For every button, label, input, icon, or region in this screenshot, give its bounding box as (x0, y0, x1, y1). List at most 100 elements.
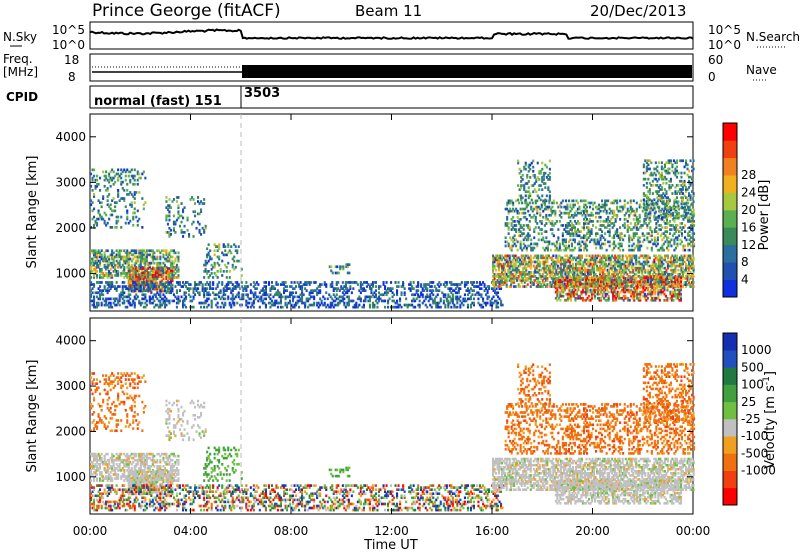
power-cell (182, 303, 185, 307)
power-cell (345, 263, 348, 266)
power-cell (564, 264, 567, 268)
power-cell (607, 290, 610, 294)
power-cell (584, 260, 587, 264)
power-cell (127, 269, 130, 272)
power-cell (141, 301, 144, 305)
power-cell (138, 277, 141, 281)
power-cell (544, 270, 547, 274)
power-cell (626, 264, 629, 268)
power-cell (105, 289, 108, 292)
power-cell (639, 254, 642, 258)
power-cell (234, 295, 237, 299)
station-title: Prince George (fitACF) (92, 1, 281, 21)
power-cell (496, 264, 499, 268)
power-cell (135, 277, 138, 281)
power-cell (551, 228, 554, 231)
power-cell (182, 285, 185, 288)
power-cell (674, 254, 677, 258)
power-cell (177, 281, 180, 284)
power-cell (115, 219, 118, 223)
power-cell (539, 211, 542, 215)
power-cell (185, 281, 188, 284)
power-cell (138, 217, 141, 221)
power-cell (215, 287, 218, 290)
power-cell (126, 261, 129, 265)
power-cell (231, 287, 234, 290)
power-cell (632, 283, 635, 286)
power-cell (435, 287, 438, 290)
power-cell (100, 257, 103, 261)
power-cell (106, 187, 109, 190)
power-cell (132, 182, 135, 186)
power-cell (516, 260, 519, 264)
power-cell (692, 268, 695, 272)
power-cell (165, 291, 168, 295)
power-cell (219, 267, 222, 271)
power-cell (106, 283, 109, 286)
power-cell (651, 266, 654, 270)
power-cell (166, 231, 169, 234)
power-cell (555, 260, 558, 264)
power-cell (127, 276, 130, 279)
power-cell (555, 268, 558, 272)
power-cell (272, 287, 275, 290)
power-cell (127, 272, 130, 275)
power-cell (135, 259, 138, 263)
power-cell (538, 264, 541, 268)
power-cell (276, 293, 279, 297)
power-cell (157, 299, 160, 303)
power-cell (540, 256, 543, 260)
power-cell (174, 257, 177, 261)
power-cell (93, 253, 96, 257)
power-cell (566, 296, 569, 300)
power-cell (568, 282, 571, 286)
power-cell (532, 281, 535, 284)
power-cell (296, 281, 299, 284)
power-cell (580, 276, 583, 279)
power-cell (653, 268, 656, 272)
power-cell (171, 279, 174, 283)
power-cell (567, 270, 570, 274)
power-cell (97, 265, 100, 269)
power-cell (526, 262, 529, 266)
power-cell (550, 272, 553, 276)
power-cell (310, 281, 313, 284)
power-cell (99, 289, 102, 292)
power-cell (448, 289, 451, 292)
power-cell (641, 285, 644, 288)
power-cell (608, 268, 611, 272)
power-cell (224, 245, 227, 248)
power-cell (200, 281, 203, 284)
power-cell (591, 266, 594, 270)
power-cell (91, 261, 94, 265)
power-cell (171, 249, 174, 253)
power-cell (130, 253, 133, 257)
power-cell (556, 264, 559, 268)
power-cell (624, 264, 627, 268)
power-cell (165, 281, 168, 284)
power-cell (429, 285, 432, 288)
power-cell (466, 289, 469, 292)
power-cell (533, 246, 536, 250)
power-cell (213, 261, 216, 265)
power-cell (206, 272, 209, 275)
power-cell (519, 262, 522, 266)
power-cell (103, 211, 106, 215)
power-cell (166, 279, 169, 283)
power-cell (224, 301, 227, 305)
power-cell (559, 280, 562, 284)
power-cell (168, 259, 171, 263)
power-cell (526, 277, 529, 280)
power-cell (565, 268, 568, 272)
power-cell (688, 262, 691, 266)
power-cell (139, 283, 142, 287)
power-cell (115, 287, 118, 290)
power-cell (498, 262, 501, 266)
power-cell (639, 285, 642, 288)
power-cell (650, 268, 653, 272)
power-cell (666, 264, 669, 268)
power-cell (621, 258, 624, 262)
power-cell (480, 305, 483, 309)
power-cell (591, 292, 594, 296)
power-cell (632, 262, 635, 266)
